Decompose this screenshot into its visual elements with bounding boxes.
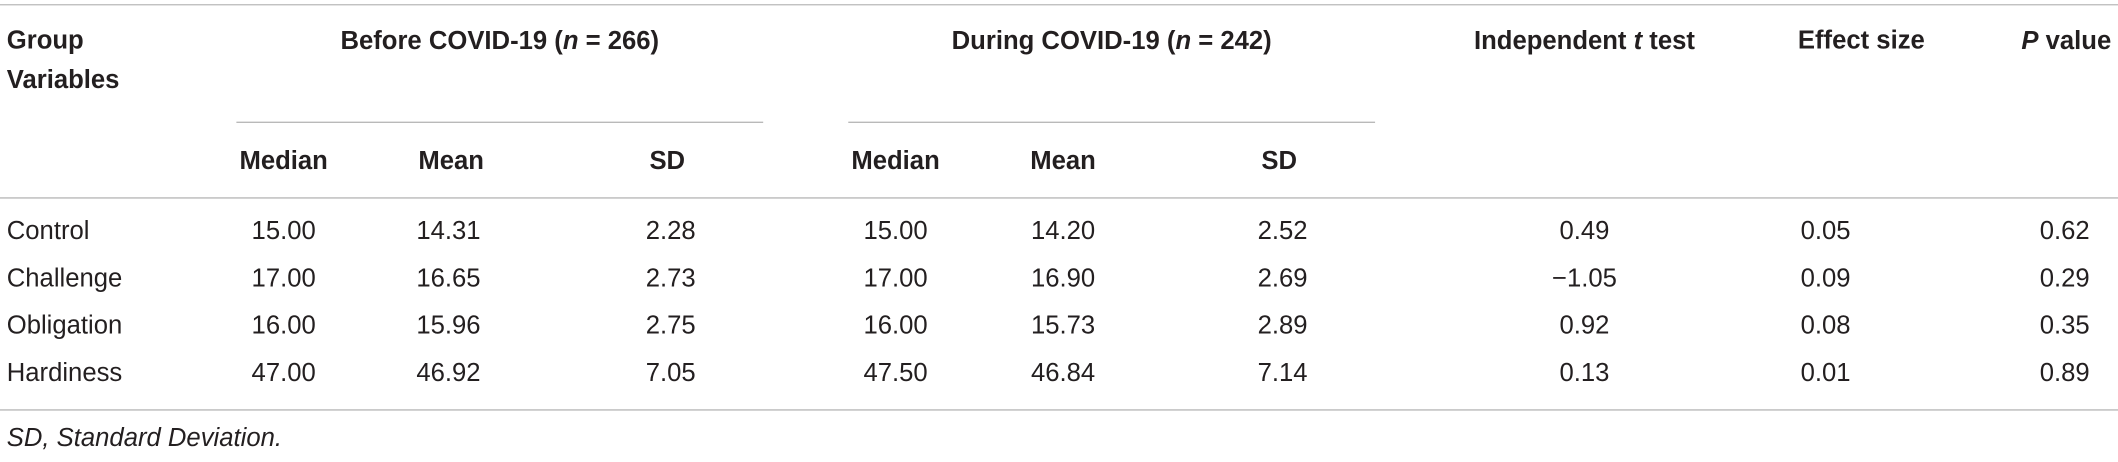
cell: 7.05 xyxy=(646,359,696,387)
header-group: Variables xyxy=(7,66,120,94)
cell: 15.96 xyxy=(416,312,480,340)
cell: 16.00 xyxy=(252,312,316,340)
cell: 0.13 xyxy=(1559,359,1609,387)
subheader: SD xyxy=(1261,147,1297,175)
cell: 0.05 xyxy=(1801,217,1851,245)
cell: 2.28 xyxy=(646,217,696,245)
subheader: Mean xyxy=(418,147,484,175)
cell: 16.65 xyxy=(416,264,480,292)
cell: 2.52 xyxy=(1258,217,1308,245)
cell: 2.75 xyxy=(646,312,696,340)
cell: 15.00 xyxy=(252,217,316,245)
row-label: Obligation xyxy=(7,312,123,340)
header-pvalue: P value xyxy=(2021,27,2111,55)
cell: 0.29 xyxy=(2040,264,2090,292)
cell: 17.00 xyxy=(863,264,927,292)
header-group: Group xyxy=(7,27,84,55)
cell: 0.08 xyxy=(1801,312,1851,340)
header-effect: Effect size xyxy=(1798,27,1925,55)
cell: 14.20 xyxy=(1031,217,1095,245)
cell: 0.92 xyxy=(1559,312,1609,340)
cell: 2.73 xyxy=(646,264,696,292)
cell: 15.00 xyxy=(863,217,927,245)
cell: 0.89 xyxy=(2040,359,2090,387)
cell: 7.14 xyxy=(1258,359,1308,387)
header-before: Before COVID-19 (n = 266) xyxy=(340,27,659,55)
cell: 47.50 xyxy=(863,359,927,387)
cell: 46.92 xyxy=(416,359,480,387)
subheader: SD xyxy=(649,147,685,175)
row-label: Hardiness xyxy=(7,359,123,387)
header-ttest: Independent t test xyxy=(1474,27,1695,55)
cell: 0.01 xyxy=(1801,359,1851,387)
subheader: Median xyxy=(851,147,939,175)
cell: 0.62 xyxy=(2040,217,2090,245)
cell: 2.69 xyxy=(1258,264,1308,292)
cell: 15.73 xyxy=(1031,312,1095,340)
cell: 46.84 xyxy=(1031,359,1095,387)
cell: 2.89 xyxy=(1258,312,1308,340)
cell: 14.31 xyxy=(416,217,480,245)
row-label: Challenge xyxy=(7,264,123,292)
footnote: SD, Standard Deviation. xyxy=(7,424,282,452)
cell: 0.35 xyxy=(2040,312,2090,340)
subheader: Mean xyxy=(1030,147,1096,175)
cell: 16.90 xyxy=(1031,264,1095,292)
cell: −1.05 xyxy=(1552,264,1617,292)
row-label: Control xyxy=(7,217,90,245)
header-during: During COVID-19 (n = 242) xyxy=(952,27,1272,55)
cell: 47.00 xyxy=(252,359,316,387)
cell: 17.00 xyxy=(252,264,316,292)
cell: 0.49 xyxy=(1559,217,1609,245)
cell: 16.00 xyxy=(863,312,927,340)
subheader: Median xyxy=(239,147,327,175)
cell: 0.09 xyxy=(1801,264,1851,292)
